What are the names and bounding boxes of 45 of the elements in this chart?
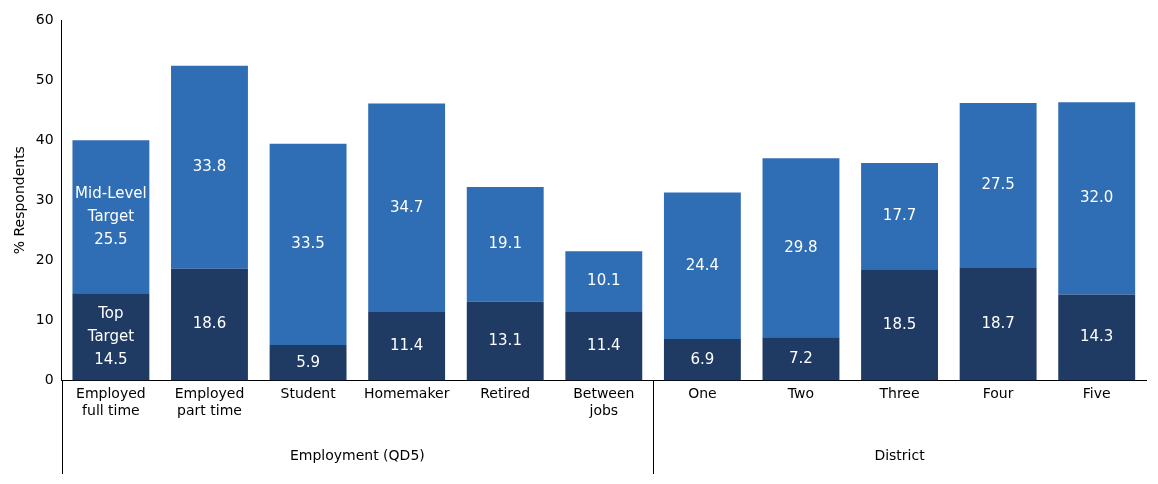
data-label: 25.5 <box>94 229 128 248</box>
data-label: 11.4 <box>587 336 621 355</box>
data-label: 5.9 <box>296 352 320 371</box>
data-label: 24.4 <box>685 255 720 274</box>
x-tick-label: Three <box>878 385 920 402</box>
data-label: 6.9 <box>690 349 715 368</box>
data-label: 7.2 <box>789 348 813 367</box>
data-label: 17.7 <box>882 206 917 225</box>
series-label: Top Target <box>86 303 135 345</box>
y-tick-label: 30 <box>35 190 54 207</box>
data-label: 33.8 <box>192 157 227 176</box>
x-tick-label: Four <box>982 385 1014 402</box>
x-tick-label: Five <box>1082 385 1111 402</box>
data-label: 13.1 <box>488 330 522 349</box>
x-tick-label: Homemaker <box>363 385 450 402</box>
text: District <box>874 447 926 464</box>
data-label: 11.4 <box>389 336 424 355</box>
data-label: 29.8 <box>784 237 818 256</box>
x-tick-label: Retired <box>480 385 531 402</box>
x-tick-label: Employed full time <box>76 385 146 419</box>
data-label: 34.7 <box>389 197 424 216</box>
y-tick-label: 50 <box>35 70 54 87</box>
series-label: Mid-Level Target <box>75 183 147 225</box>
y-axis-title: % Respondents <box>11 146 28 255</box>
data-label: 10.1 <box>587 271 621 290</box>
y-tick-label: 60 <box>35 10 54 27</box>
x-tick-label: Two <box>786 385 815 402</box>
x-tick-label: Between jobs <box>573 385 635 419</box>
data-label: 18.5 <box>882 314 917 333</box>
data-label: 19.1 <box>488 234 522 253</box>
data-label: 33.5 <box>291 234 325 253</box>
data-label: 18.7 <box>981 314 1015 333</box>
text: Employment (QD5) <box>289 447 425 464</box>
data-label: 32.0 <box>1080 188 1114 207</box>
data-label: 18.6 <box>192 314 227 333</box>
x-tick-label: Employed part time <box>174 385 245 419</box>
y-tick-label: 20 <box>35 250 54 267</box>
data-label: 14.3 <box>1080 327 1114 346</box>
y-tick-label: 0 <box>44 371 54 388</box>
data-label: 14.5 <box>94 349 128 368</box>
x-tick-label: One <box>688 385 717 402</box>
y-tick-label: 40 <box>35 130 54 147</box>
data-label: 27.5 <box>981 175 1015 194</box>
y-tick-label: 10 <box>35 310 54 327</box>
x-tick-label: Student <box>280 385 337 402</box>
